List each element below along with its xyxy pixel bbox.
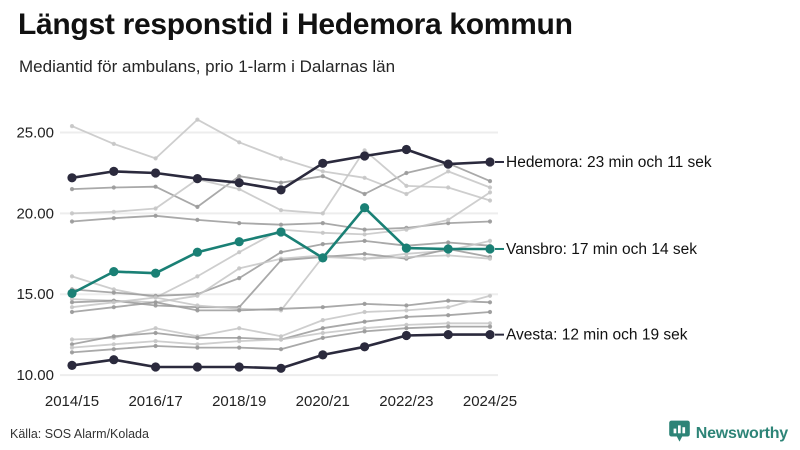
page-subtitle: Mediantid för ambulans, prio 1-larm i Da…: [19, 57, 396, 76]
y-axis-tick-label: 10.00: [16, 367, 54, 384]
x-axis-tick-label: 2024/25: [463, 393, 517, 410]
source-note: Källa: SOS Alarm/Kolada: [10, 427, 149, 441]
background-series-group: [69, 117, 493, 355]
series-hedemora[interactable]: [67, 144, 495, 195]
series-avesta[interactable]: [67, 330, 495, 373]
series-label-avesta: Avesta: 12 min och 19 sek: [506, 327, 688, 344]
background-series: [69, 148, 493, 216]
logo-wordmark: Newsworthy: [695, 425, 788, 442]
background-series: [69, 190, 493, 300]
x-axis-tick-label: 2020/21: [296, 393, 350, 410]
y-axis-tick-label: 20.00: [16, 205, 54, 222]
series-label-vansbro: Vansbro: 17 min och 14 sek: [506, 241, 697, 258]
x-axis-tick-label: 2014/15: [45, 393, 99, 410]
y-axis-tick-label: 25.00: [16, 125, 54, 142]
background-series: [69, 324, 493, 355]
x-axis-tick-label: 2016/17: [128, 393, 182, 410]
newsworthy-logo: Newsworthy: [668, 420, 788, 448]
background-series: [69, 298, 493, 315]
line-chart: 10.00 15.00 20.00 25.00 2014/15 2016/17 2018/1…: [16, 117, 712, 410]
page-title: Längst responstid i Hedemora kommun: [18, 8, 573, 41]
highlight-series-group: Hedemora: 23 min och 11 sek Vansbro: 17 m…: [67, 144, 712, 373]
x-axis-tick-label: 2022/23: [379, 393, 433, 410]
x-axis-tick-label: 2018/19: [212, 393, 266, 410]
background-series: [69, 161, 493, 209]
series-vansbro[interactable]: [67, 203, 495, 298]
bar-chart-pin-icon: [668, 420, 690, 448]
series-label-hedemora: Hedemora: 23 min och 11 sek: [506, 154, 712, 171]
background-series: [69, 321, 493, 350]
y-axis-tick-label: 15.00: [16, 286, 54, 303]
